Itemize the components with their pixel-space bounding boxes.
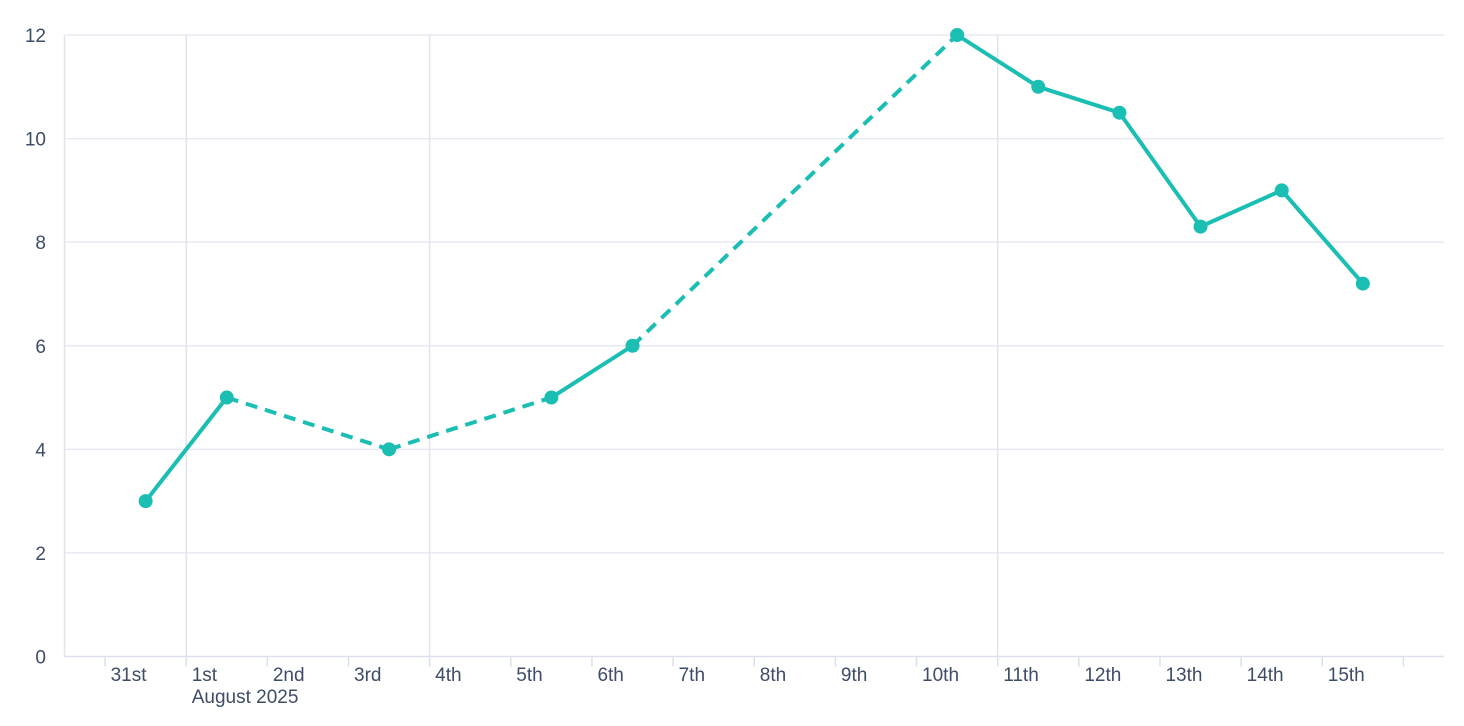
x-axis-label-13th: 13th — [1165, 665, 1202, 686]
x-axis-label-5th: 5th — [516, 665, 542, 686]
x-axis-label-7th: 7th — [679, 665, 705, 686]
series-segment-solid — [955, 33, 1041, 89]
data-point-marker-1st[interactable] — [219, 390, 234, 405]
series-segment-dashed — [388, 395, 552, 452]
vertical-gridlines — [185, 35, 999, 657]
x-axis-label-14th: 14th — [1247, 665, 1284, 686]
data-point-marker-3rd[interactable] — [382, 442, 397, 457]
series-segment-dashed — [631, 33, 959, 348]
data-point-marker-14th[interactable] — [1274, 183, 1289, 198]
y-axis-label-12: 12 — [25, 26, 46, 47]
x-axis-label-12th: 12th — [1084, 665, 1121, 686]
y-axis-label-10: 10 — [25, 130, 46, 151]
x-axis-label-9th: 9th — [841, 665, 867, 686]
series-segment-solid — [143, 395, 229, 504]
series-segment-solid — [1279, 188, 1365, 286]
data-point-marker-12th[interactable] — [1112, 105, 1127, 120]
series-segment-solid — [1036, 84, 1122, 115]
data-point-marker-15th[interactable] — [1355, 276, 1370, 291]
y-axis-label-8: 8 — [35, 233, 46, 254]
y-axis-label-6: 6 — [35, 337, 46, 358]
x-axis-month-label: August 2025 — [192, 687, 299, 708]
x-axis-label-10th: 10th — [922, 665, 959, 686]
x-axis-label-1st: 1st — [192, 665, 218, 686]
y-axis-label-2: 2 — [35, 544, 46, 565]
data-point-marker-10th[interactable] — [950, 28, 965, 42]
series-segment-solid — [1198, 188, 1284, 229]
x-axis-label-11th: 11th — [1003, 665, 1039, 686]
series-segment-solid — [549, 343, 635, 400]
x-axis-labels: 31st 1st 2nd 3rd 4th 5th 6th 7th 8th 9th 10th 11th 1… — [111, 665, 1365, 708]
data-point-marker-31st[interactable] — [138, 494, 153, 509]
x-axis-label-31st: 31st — [111, 665, 148, 686]
series-value-series — [143, 33, 1365, 504]
x-axis-label-8th: 8th — [760, 665, 786, 686]
series-segment-solid — [1117, 110, 1203, 229]
data-point-marker-13th[interactable] — [1193, 219, 1208, 234]
y-axis-label-0: 0 — [35, 648, 46, 669]
series-markers — [138, 28, 1370, 509]
y-axis-labels: 0 2 4 6 8 10 12 — [25, 26, 47, 669]
y-axis-label-4: 4 — [35, 440, 46, 461]
x-axis-label-2nd: 2nd — [273, 665, 305, 686]
data-point-marker-6th[interactable] — [625, 338, 640, 353]
x-axis-label-6th: 6th — [597, 665, 623, 686]
data-point-marker-5th[interactable] — [544, 390, 559, 405]
data-point-marker-11th[interactable] — [1031, 79, 1046, 94]
series-segment-dashed — [226, 395, 390, 452]
horizontal-gridlines — [64, 34, 1444, 554]
x-axis-label-15th: 15th — [1328, 665, 1365, 686]
x-axis-label-4th: 4th — [435, 665, 461, 686]
x-axis-label-3rd: 3rd — [354, 665, 381, 686]
x-axis-ticks — [104, 656, 1405, 667]
